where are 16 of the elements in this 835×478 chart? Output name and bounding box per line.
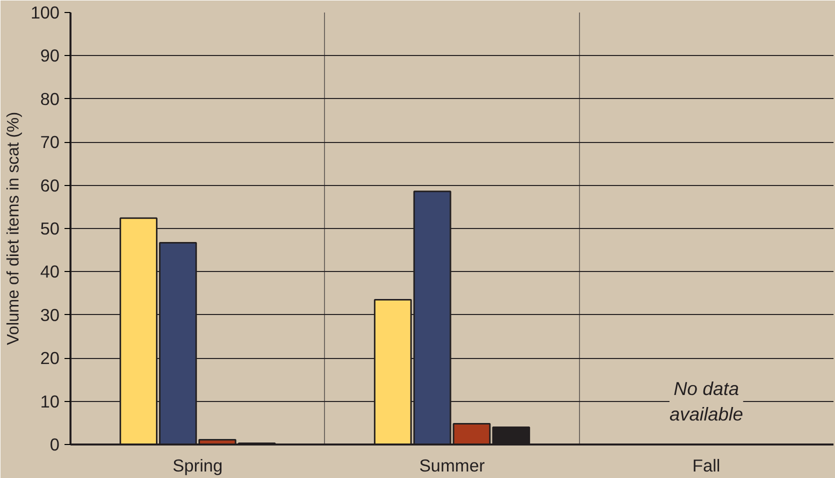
y-tick-label: 20	[40, 348, 60, 368]
y-tick-label: 10	[40, 391, 60, 412]
y-tick-label: 40	[40, 262, 60, 282]
y-axis-title: Volume of diet items in scat (%)	[4, 112, 23, 346]
y-tick-label: 100	[30, 2, 60, 22]
y-tick-label: 70	[40, 132, 60, 152]
x-tick-label: Fall	[692, 456, 720, 476]
y-tick-label: 0	[50, 434, 60, 454]
y-tick-label: 80	[40, 88, 60, 109]
x-tick-label: Summer	[419, 456, 485, 476]
y-tick-label: 90	[40, 46, 60, 66]
y-tick-label: 30	[40, 304, 60, 325]
x-tick-label: Spring	[172, 456, 223, 476]
y-tick-label: 60	[40, 175, 60, 196]
y-tick-label: 50	[40, 218, 60, 238]
annotation: No data available	[670, 378, 744, 424]
